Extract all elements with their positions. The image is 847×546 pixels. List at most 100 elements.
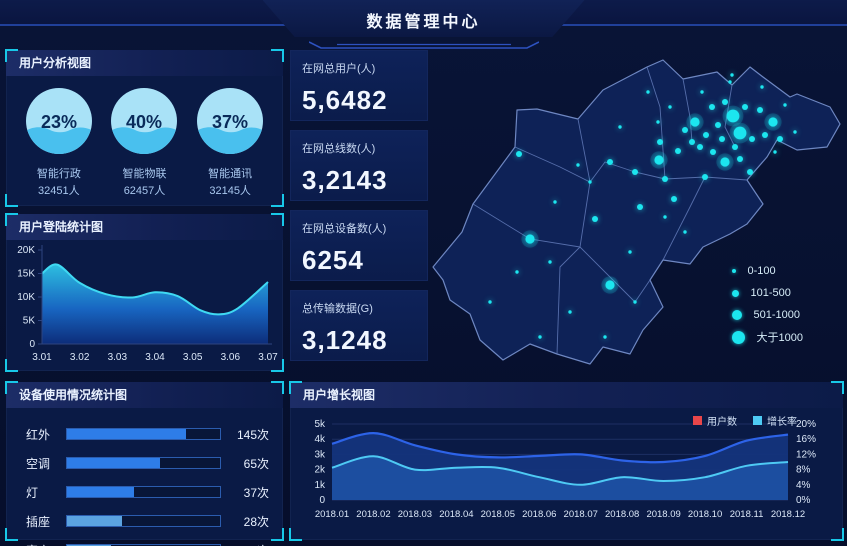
- map-dot: [733, 126, 747, 140]
- panel-user-growth: 用户增长视图 用户数 增长率 0 0% 1k 4% 2k 8% 3k 12% 4k 16% 5k 20%…: [289, 381, 844, 541]
- gauge-percent: 23%: [41, 112, 77, 132]
- map-dot: [762, 132, 768, 138]
- series1-line: [331, 431, 789, 464]
- gauge-circle: 23%: [25, 88, 92, 154]
- bar-track: [66, 515, 221, 527]
- y-tick-right: 20%: [796, 419, 816, 430]
- x-tick-label: 2018.01: [315, 509, 349, 520]
- bar-label: 红外: [26, 427, 51, 442]
- stat-card-column: 在网总用户(人) 5,6482 在网总线数(人) 3,2143 在网总设备数(人) 625…: [290, 50, 428, 370]
- y-tick-left: 2k: [314, 465, 326, 476]
- map-dot: [605, 280, 615, 290]
- map-dot: [710, 149, 716, 155]
- gauge-circle: 40%: [111, 88, 178, 154]
- stat-card: 总传输数据(G) 3,1248: [290, 290, 428, 361]
- map-dot: [607, 159, 613, 165]
- bar-value: 37次: [243, 485, 269, 500]
- legend-dot-icon: [731, 289, 739, 297]
- device-bar-row: 插座 28次: [26, 511, 269, 531]
- bar-value: 145次: [236, 427, 269, 442]
- legend-item[interactable]: 增长率: [753, 413, 797, 428]
- bar-label: 灯: [26, 485, 39, 500]
- bar-track: [66, 486, 221, 498]
- map-dot: [700, 90, 704, 94]
- map-dot: [632, 169, 638, 175]
- map-border: [646, 66, 666, 180]
- bar-fill: [67, 487, 135, 497]
- corner-bracket: [5, 528, 18, 541]
- y-tick-left: 5k: [314, 419, 326, 430]
- map-dot: [663, 215, 667, 219]
- y-tick-right: 16%: [796, 434, 816, 445]
- bar-value: 65次: [243, 456, 269, 471]
- panel-title: 设备使用情况统计图: [6, 382, 283, 408]
- series2-line: [331, 455, 789, 486]
- liquid-gauge: 37% 智能通讯 32145人: [193, 84, 267, 198]
- legend-label: 大于1000: [756, 332, 803, 344]
- map-dot: [633, 300, 637, 304]
- x-tick-label: 2018.06: [522, 509, 556, 520]
- x-tick-label: 2018.11: [730, 509, 764, 520]
- bar-value: 24次: [221, 542, 269, 546]
- y-tick-right: 4%: [796, 480, 811, 491]
- map-legend-item: 101-500: [731, 282, 803, 304]
- map-legend-item: 大于1000: [731, 326, 803, 348]
- liquid-gauge-group: 23% 智能行政 32451人 40% 智能物联 62457人 37% 智能通讯 32145人: [6, 76, 283, 198]
- map-dot: [662, 176, 668, 182]
- bar-fill: [67, 458, 161, 468]
- corner-bracket: [289, 528, 302, 541]
- gauge-label: 智能行政: [36, 168, 81, 180]
- map-dot: [628, 250, 632, 254]
- map-dot: [768, 117, 778, 127]
- legend-label: 101-500: [750, 287, 791, 299]
- map-dot: [737, 156, 743, 162]
- map-dot: [488, 300, 492, 304]
- map-dot: [773, 150, 777, 154]
- corner-bracket: [271, 381, 284, 394]
- y-tick-left: 4k: [314, 434, 326, 445]
- map-dot: [709, 104, 715, 110]
- liquid-gauge: 40% 智能物联 62457人: [107, 84, 181, 198]
- map-legend-item: 501-1000: [731, 304, 803, 326]
- stat-label: 在网总设备数(人): [302, 223, 387, 235]
- map-dot: [553, 200, 557, 204]
- stat-label: 在网总用户(人): [302, 63, 376, 75]
- bar-fill: [67, 429, 187, 439]
- bar-track: [66, 457, 221, 469]
- legend-label: 用户数: [707, 417, 737, 428]
- map-dot: [538, 335, 542, 339]
- stat-card: 在网总设备数(人) 6254: [290, 210, 428, 281]
- x-tick-label: 3.01: [32, 352, 52, 363]
- map-dot: [656, 120, 660, 124]
- map-dot: [728, 80, 732, 84]
- map-border: [577, 118, 591, 183]
- panel-title: 用户分析视图: [6, 50, 283, 76]
- gauge-label: 智能通讯: [208, 168, 253, 180]
- map-dot: [760, 85, 764, 89]
- legend-dot-icon: [731, 330, 745, 344]
- bar-track: [66, 428, 221, 440]
- panel-user-analysis: 用户分析视图 23% 智能行政 32451人 40% 智能物联 62457人 37% 智能通讯…: [5, 49, 284, 207]
- map-dot: [516, 151, 522, 157]
- map-dot: [777, 136, 783, 142]
- y-tick-left: 0: [319, 495, 325, 506]
- map-border: [579, 181, 591, 248]
- corner-bracket: [271, 194, 284, 207]
- map-canvas: [432, 59, 841, 365]
- y-tick-label: 20K: [17, 245, 35, 256]
- bar-label: 空调: [26, 456, 51, 471]
- legend-label: 0-100: [747, 265, 776, 277]
- legend-item[interactable]: 用户数: [693, 413, 737, 428]
- chart-legend: 用户数 增长率: [693, 413, 797, 428]
- map-legend-item: 0-100: [731, 260, 803, 282]
- corner-bracket: [5, 49, 18, 62]
- legend-dot-icon: [731, 310, 742, 320]
- map-dot: [783, 103, 787, 107]
- map-dot: [702, 174, 708, 180]
- header-title-plate: 数据管理中心: [262, 0, 585, 37]
- map-dot: [657, 139, 663, 145]
- corner-bracket: [5, 194, 18, 207]
- stat-card: 在网总用户(人) 5,6482: [290, 50, 428, 121]
- map-dot: [749, 136, 755, 142]
- bar-value: 28次: [243, 514, 269, 529]
